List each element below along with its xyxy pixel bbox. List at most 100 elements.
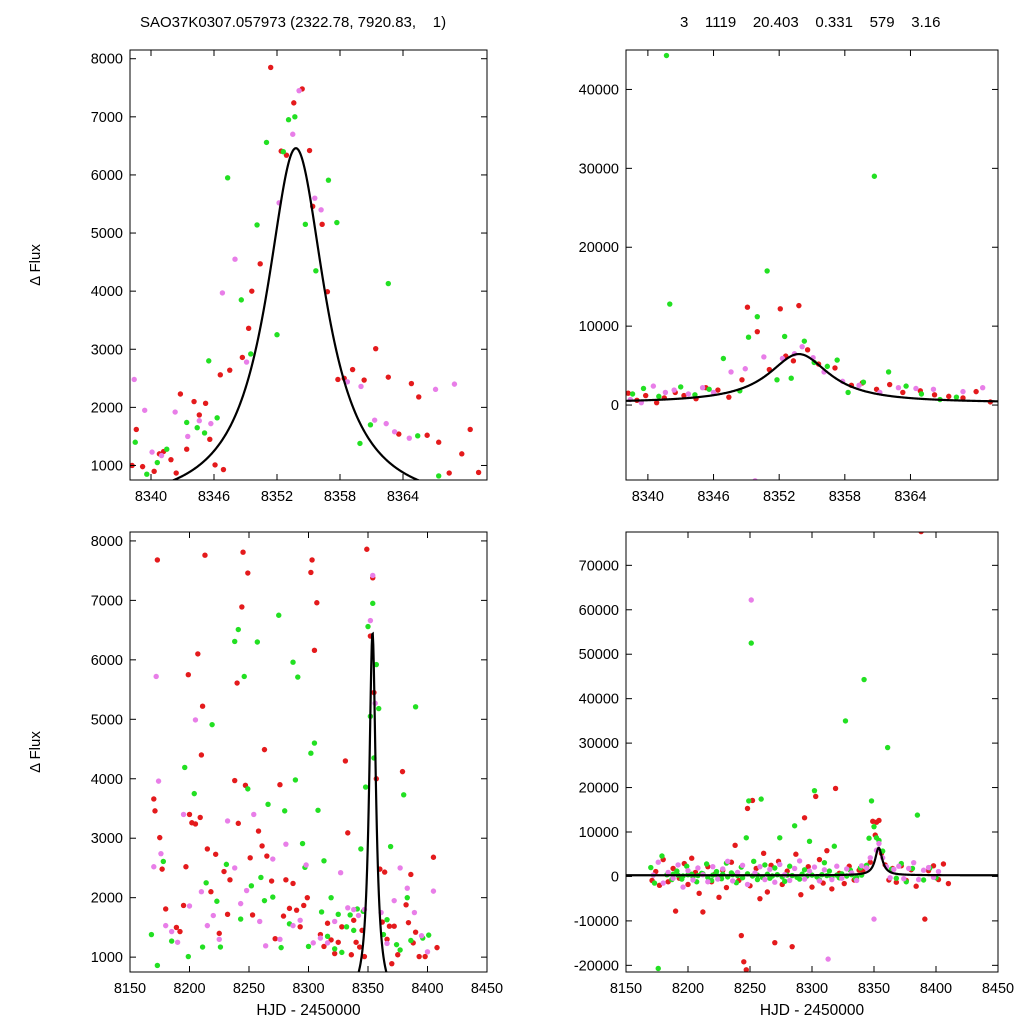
data-point-green [667, 301, 673, 307]
data-point-red [217, 372, 223, 378]
data-point-red [353, 939, 359, 945]
data-point-red [373, 345, 379, 352]
data-point-red [227, 367, 233, 373]
data-point-green [953, 394, 960, 400]
x-tick-label: 8200 [173, 981, 205, 997]
data-point-green [206, 358, 212, 364]
x-tick-label: 8150 [610, 981, 642, 997]
data-point-violet [829, 876, 835, 883]
data-point-green [774, 377, 780, 383]
data-point-red [405, 919, 412, 926]
data-point-green [893, 875, 900, 881]
data-point-violet [715, 876, 721, 882]
data-point-red [801, 815, 808, 821]
data-point-violet [411, 909, 418, 916]
data-point-green [845, 389, 851, 396]
data-point-violet [270, 856, 276, 862]
data-point-green [237, 916, 244, 922]
data-point-red [272, 936, 278, 942]
data-point-green [834, 357, 840, 363]
data-point-violet [925, 864, 932, 871]
data-point-green [909, 865, 916, 872]
data-point-red [384, 936, 390, 942]
data-point-green [201, 430, 208, 436]
data-point-red [173, 470, 179, 476]
data-point-green [772, 865, 778, 871]
data-point-green [315, 807, 321, 813]
data-point-green [258, 874, 264, 881]
data-point-violet [777, 861, 783, 868]
data-point-violet [296, 87, 302, 94]
data-point-green [764, 268, 770, 274]
data-point-red [227, 877, 233, 883]
data-point-red [744, 304, 751, 310]
data-point-green [821, 859, 828, 866]
y-tick-label: 5000 [91, 226, 123, 242]
data-point-red [386, 923, 393, 929]
data-point-green [745, 334, 752, 340]
data-point-red [696, 890, 702, 897]
data-point-violet [906, 865, 912, 872]
data-point-red [790, 358, 797, 364]
data-point-red [324, 920, 331, 926]
data-point-red [291, 100, 297, 106]
data-point-red [672, 908, 679, 914]
data-point-violet [767, 866, 773, 873]
data-point-red [328, 937, 334, 943]
data-point-red [247, 855, 253, 861]
data-point-green [404, 894, 410, 901]
data-point-green [274, 332, 280, 338]
data-point-violet [317, 935, 324, 941]
data-point-red [268, 64, 274, 71]
data-point-violet [801, 876, 808, 882]
data-point-violet [172, 409, 178, 415]
data-point-red [308, 569, 314, 576]
panel-bottom-left: 8150 8200 8250 8300 8350 8400 8450 1000 2000 3000… [27, 531, 503, 1019]
data-point-green [254, 222, 260, 228]
x-tick-label: 8300 [796, 981, 828, 997]
data-point-green [270, 894, 276, 900]
data-point-violet [151, 864, 157, 870]
data-point-green [160, 858, 167, 865]
x-tick-label: 8350 [352, 981, 384, 997]
data-point-violet [232, 256, 238, 262]
data-point-green [358, 846, 364, 852]
data-point-green [168, 938, 175, 944]
y-tick-label: 4000 [91, 284, 123, 300]
data-point-green [842, 718, 849, 724]
x-tick-label: 8400 [920, 981, 952, 997]
data-point-red [339, 924, 345, 930]
data-point-red [446, 470, 452, 476]
data-point-violet [397, 865, 403, 871]
data-point-violet [168, 928, 175, 935]
y-tick-label: 6000 [91, 168, 123, 184]
data-point-red [212, 462, 218, 468]
data-point-green [663, 52, 670, 59]
data-point-violet [728, 369, 734, 375]
y-tick-label: 20000 [579, 240, 619, 256]
data-point-violet [650, 383, 657, 389]
plot-frame [129, 49, 488, 481]
data-point-violet [979, 384, 986, 391]
y-tick-label: 50000 [579, 647, 619, 663]
data-point-green [860, 379, 867, 385]
data-point-violet [913, 385, 919, 392]
x-tick-label: 8346 [697, 489, 729, 505]
data-point-green [248, 883, 255, 889]
data-point-violet [705, 879, 711, 885]
data-point-green [191, 790, 197, 797]
data-point-violet [739, 862, 746, 869]
data-point-red [408, 871, 414, 878]
data-point-violet [186, 903, 193, 909]
data-point-green [370, 600, 376, 607]
data-point-green [885, 369, 892, 375]
panel-bottom-right: 8150 8200 8250 8300 8350 8400 8450 -20000 -10000… [574, 531, 1014, 1019]
data-point-red [191, 398, 197, 405]
data-point-violet [180, 811, 187, 818]
data-point-green [806, 838, 813, 845]
data-point-green [748, 640, 754, 646]
data-point-violet [811, 864, 818, 870]
data-point-red [416, 953, 422, 960]
data-point-violet [345, 905, 351, 911]
data-point-green [393, 941, 400, 948]
